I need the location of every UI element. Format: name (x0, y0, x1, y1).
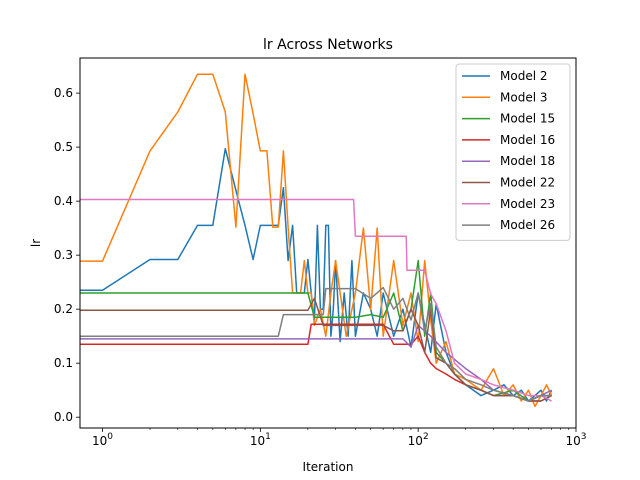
x-tick-label: 100 (92, 432, 113, 448)
y-tick-label: 0.4 (54, 194, 73, 208)
legend-label: Model 2 (500, 69, 547, 83)
series-line-model-22 (80, 297, 552, 402)
y-tick-label: 0.1 (54, 356, 73, 370)
y-tick-label: 0.5 (54, 140, 73, 154)
plot-frame (79, 57, 577, 429)
legend-label: Model 16 (500, 133, 555, 147)
series-group (80, 73, 553, 408)
legend-label: Model 22 (500, 176, 555, 190)
y-tick-label: 0.3 (54, 248, 73, 262)
x-tick-label: 101 (250, 432, 271, 448)
y-tick-label: 0.6 (54, 86, 73, 100)
y-tick-label: 0.2 (54, 302, 73, 316)
chart-title: lr Across Networks (263, 37, 393, 53)
series-line-model-26 (80, 286, 552, 402)
y-axis-label: lr (29, 239, 43, 247)
legend-label: Model 26 (500, 218, 555, 232)
series-line-model-2 (80, 147, 553, 402)
legend: Model 2 Model 3 Model 15 Model 16 Model 18 Mo… (455, 63, 571, 241)
x-axis: 100 101 102 103 (92, 428, 587, 448)
y-axis: 0.0 0.1 0.2 0.3 0.4 0.5 0.6 (54, 86, 80, 424)
legend-label: Model 3 (500, 90, 547, 104)
series-line-model-23 (80, 198, 552, 402)
legend-label: Model 23 (500, 197, 555, 211)
y-tick-label: 0.0 (54, 410, 73, 424)
legend-label: Model 15 (500, 112, 555, 126)
x-tick-label: 103 (565, 432, 586, 448)
x-axis-label: Iteration (303, 460, 354, 474)
legend-label: Model 18 (500, 154, 555, 168)
x-tick-label: 102 (408, 432, 429, 448)
legend-box (455, 63, 571, 241)
